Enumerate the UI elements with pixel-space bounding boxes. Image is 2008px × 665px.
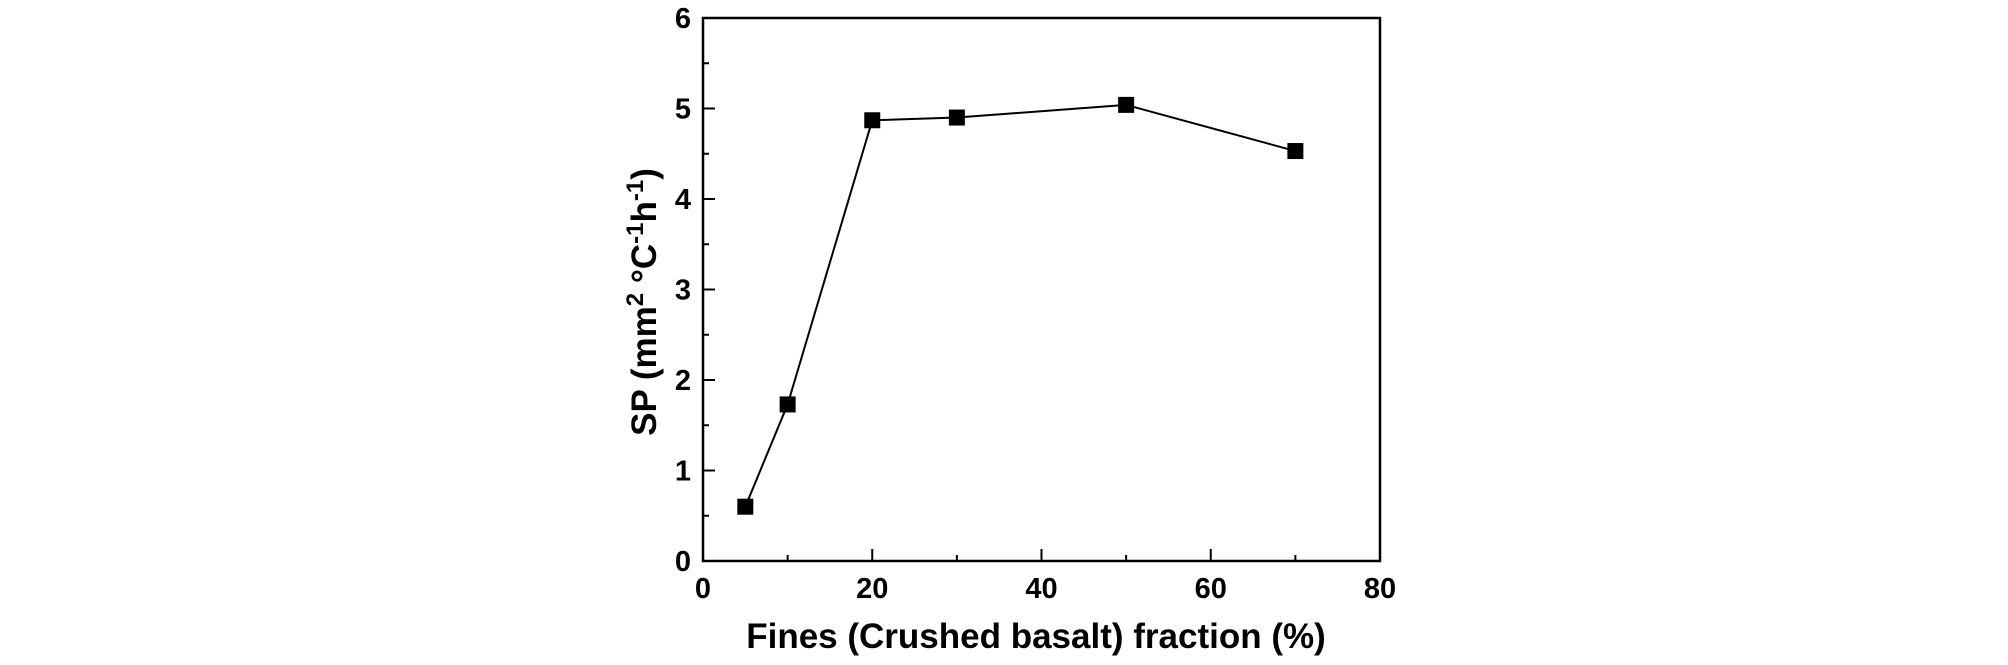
axes: [701, 16, 1382, 563]
x-tick-label: 0: [695, 573, 711, 605]
y-tick-label: 2: [675, 365, 691, 397]
y-tick-label: 4: [675, 184, 691, 216]
data-point: [737, 498, 754, 515]
y-tick-label: 0: [675, 546, 691, 578]
data-point: [779, 396, 796, 413]
x-axis-title: Fines (Crushed basalt) fraction (%): [746, 617, 1326, 656]
data-point: [1118, 96, 1135, 113]
x-tick-label: 80: [1364, 573, 1396, 605]
x-tick-label: 20: [856, 573, 888, 605]
data-point: [864, 112, 881, 129]
y-tick-label: 1: [675, 456, 691, 488]
y-axis-title: SP (mm2 °C-1h-1): [622, 168, 665, 436]
data-point: [948, 109, 965, 126]
data-point: [1287, 143, 1304, 160]
series: [737, 96, 1304, 515]
x-tick-label: 40: [1025, 573, 1057, 605]
plot-frame: [701, 16, 1382, 563]
x-tick-label: 60: [1195, 573, 1227, 605]
y-tick-label: 5: [675, 94, 691, 126]
y-tick-label: 6: [675, 3, 691, 35]
series-line: [744, 103, 1296, 508]
y-tick-label: 3: [675, 275, 691, 307]
ticks: 0 20 40 60 80 0 1 2 3 4 5 6: [675, 3, 1396, 605]
